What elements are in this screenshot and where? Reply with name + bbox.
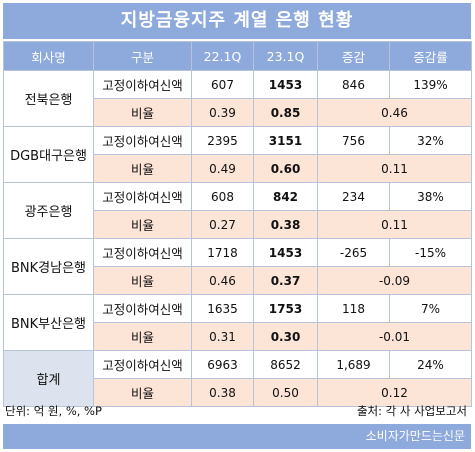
value-q22: 0.31	[191, 322, 254, 351]
table-row: 전북은행 고정이하여신액 607 1453 846 139%	[3, 70, 472, 127]
header-category: 구분	[93, 41, 192, 71]
value-q22: 0.49	[191, 154, 254, 183]
value-q23: 1453	[253, 70, 318, 99]
value-q23: 0.37	[253, 266, 318, 295]
value-change: 118	[317, 294, 390, 323]
value-rate: 139%	[389, 70, 472, 99]
table-row: 비율 0.38 0.50 0.12	[4, 378, 472, 407]
category-label: 고정이하여신액	[93, 126, 192, 155]
value-rate: 24%	[389, 350, 472, 379]
value-q23: 1753	[253, 294, 318, 323]
footer-notes: 단위: 억 원, %, %P 출처: 각 사 사업보고서	[3, 403, 471, 421]
table-row: 비율 0.39 0.85 0.46	[4, 98, 472, 127]
value-q23: 3151	[253, 126, 318, 155]
value-q23: 0.60	[253, 154, 318, 183]
table-row: 비율 0.46 0.37 -0.09	[4, 266, 472, 295]
value-q22: 0.27	[191, 210, 254, 239]
category-label: 비율	[93, 322, 192, 351]
value-change: 0.12	[317, 378, 472, 407]
value-q22: 607	[191, 70, 254, 99]
brand-name: 소비자가만드는신문	[365, 429, 465, 443]
value-change: -0.09	[317, 266, 472, 295]
table-row: BNK경남은행 고정이하여신액 1718 1453 -265 -15%	[3, 238, 472, 295]
company-name: BNK경남은행	[3, 238, 94, 295]
category-label: 비율	[93, 210, 192, 239]
value-q23: 0.50	[253, 378, 318, 407]
company-name: 광주은행	[3, 182, 94, 239]
category-label: 고정이하여신액	[93, 350, 192, 379]
value-q22: 608	[191, 182, 254, 211]
category-label: 고정이하여신액	[93, 70, 192, 99]
infographic: 지방금융지주 계열 은행 현황 회사명 구분 22.1Q 23.1Q 증감 증감…	[3, 3, 472, 449]
category-label: 비율	[93, 266, 192, 295]
category-label: 비율	[93, 154, 192, 183]
category-label: 고정이하여신액	[93, 238, 192, 267]
value-q22: 0.39	[191, 98, 254, 127]
value-change: 0.11	[317, 210, 472, 239]
value-q23: 0.30	[253, 322, 318, 351]
category-label: 비율	[93, 98, 192, 127]
company-name: 합계	[3, 350, 94, 407]
value-change: -0.01	[317, 322, 472, 351]
company-name: DGB대구은행	[3, 126, 94, 183]
value-q23: 1453	[253, 238, 318, 267]
company-name: BNK부산은행	[3, 294, 94, 351]
table-row: BNK부산은행 고정이하여신액 1635 1753 118 7%	[3, 294, 472, 351]
value-change: 234	[317, 182, 390, 211]
table-row: 비율 0.27 0.38 0.11	[4, 210, 472, 239]
value-q22: 6963	[191, 350, 254, 379]
value-q22: 1718	[191, 238, 254, 267]
table-row: DGB대구은행 고정이하여신액 2395 3151 756 32%	[3, 126, 472, 183]
value-q23: 0.85	[253, 98, 318, 127]
table-row: 광주은행 고정이하여신액 608 842 234 38%	[3, 182, 472, 239]
value-change: 1,689	[317, 350, 390, 379]
value-change: 0.11	[317, 154, 472, 183]
header-q22: 22.1Q	[191, 41, 254, 71]
value-q22: 0.38	[191, 378, 254, 407]
header-q23: 23.1Q	[253, 41, 318, 71]
header-company: 회사명	[3, 41, 94, 71]
category-label: 비율	[93, 378, 192, 407]
value-q22: 2395	[191, 126, 254, 155]
company-name: 전북은행	[3, 70, 94, 127]
value-rate: 32%	[389, 126, 472, 155]
value-q23: 842	[253, 182, 318, 211]
table-row: 비율 0.49 0.60 0.11	[4, 154, 472, 183]
unit-note: 단위: 억 원, %, %P	[5, 404, 102, 418]
value-rate: 7%	[389, 294, 472, 323]
value-rate: -15%	[389, 238, 472, 267]
value-q22: 0.46	[191, 266, 254, 295]
source-note: 출처: 각 사 사업보고서	[356, 404, 467, 418]
brand-bar: 소비자가만드는신문	[3, 424, 471, 449]
value-change: 846	[317, 70, 390, 99]
header-change: 증감	[317, 41, 390, 71]
table-row: 합계 고정이하여신액 6963 8652 1,689 24%	[3, 350, 472, 407]
value-change: 756	[317, 126, 390, 155]
value-change: -265	[317, 238, 390, 267]
value-change: 0.46	[317, 98, 472, 127]
value-q22: 1635	[191, 294, 254, 323]
page-title: 지방금융지주 계열 은행 현황	[3, 3, 471, 39]
value-q23: 0.38	[253, 210, 318, 239]
header-rate: 증감률	[389, 41, 472, 71]
category-label: 고정이하여신액	[93, 182, 192, 211]
table-header-row: 회사명 구분 22.1Q 23.1Q 증감 증감률	[3, 41, 472, 71]
category-label: 고정이하여신액	[93, 294, 192, 323]
bank-table: 회사명 구분 22.1Q 23.1Q 증감 증감률 전북은행 고정이하여신액 607…	[3, 41, 472, 407]
value-rate: 38%	[389, 182, 472, 211]
value-q23: 8652	[253, 350, 318, 379]
